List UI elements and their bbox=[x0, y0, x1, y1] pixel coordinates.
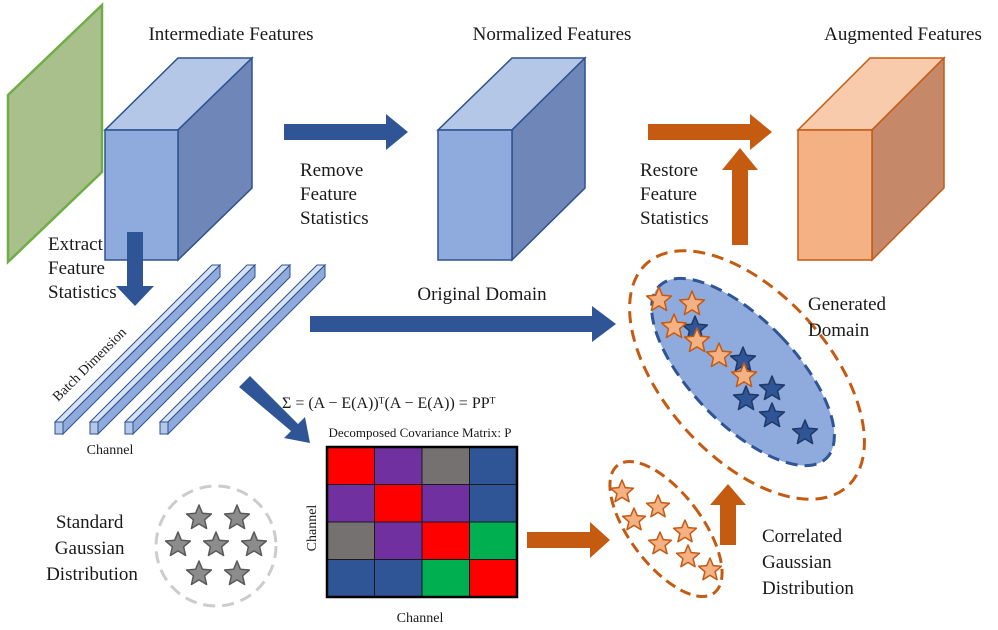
star-marker bbox=[758, 375, 786, 401]
augmented-features-cube bbox=[796, 56, 946, 262]
correlate-arrow bbox=[527, 522, 610, 558]
batch-bar-1 bbox=[53, 263, 222, 436]
matrix-cell bbox=[326, 484, 375, 523]
matrix-channel-x-label: Channel bbox=[397, 611, 444, 626]
original-domain-arrow bbox=[310, 306, 616, 342]
matrix-border bbox=[325, 445, 519, 599]
batch-bars bbox=[53, 263, 327, 436]
matrix-cell bbox=[469, 484, 518, 523]
decomposed-matrix-title: Decomposed Covariance Matrix: P bbox=[328, 425, 511, 440]
generated-domain-outer-ellipse bbox=[628, 249, 866, 501]
star-marker bbox=[185, 560, 213, 586]
star-marker bbox=[791, 419, 819, 445]
star-marker bbox=[675, 544, 701, 568]
star-marker bbox=[705, 342, 733, 368]
input-plane bbox=[6, 2, 104, 265]
star-marker bbox=[697, 557, 723, 581]
normalized-features-title: Normalized Features bbox=[473, 24, 632, 45]
star-marker bbox=[678, 290, 706, 316]
matrix-cell bbox=[469, 559, 518, 598]
matrix-cell bbox=[326, 559, 375, 598]
standard-gaussian-circle bbox=[154, 484, 278, 608]
channel-label: Channel bbox=[87, 443, 134, 458]
star-marker bbox=[672, 519, 698, 543]
star-marker bbox=[683, 327, 711, 353]
star-marker bbox=[621, 507, 647, 531]
star-marker bbox=[223, 560, 251, 586]
decompose-arrow bbox=[239, 376, 310, 443]
intermediate-features-cube bbox=[103, 56, 254, 262]
extract-statistics-arrow bbox=[116, 232, 154, 306]
generated-domain-label: Generated Domain bbox=[808, 294, 891, 341]
batch-bar-2 bbox=[88, 263, 257, 436]
matrix-cell bbox=[374, 484, 423, 523]
remove-statistics-arrow bbox=[284, 114, 408, 150]
correlated-gaussian-ellipse bbox=[608, 460, 724, 598]
augmented-features-title: Augmented Features bbox=[824, 24, 982, 45]
matrix-cell bbox=[421, 484, 470, 523]
star-marker bbox=[164, 531, 192, 557]
intermediate-features-title: Intermediate Features bbox=[148, 24, 313, 45]
correlated-gaussian-label: Correlated Gaussian Distribution bbox=[762, 526, 854, 599]
covariance-formula: Σ = (A − E(A))ᵀ(A − E(A)) = PPᵀ bbox=[282, 395, 496, 412]
matrix-cell bbox=[421, 521, 470, 560]
batch-bar-4 bbox=[158, 263, 327, 436]
correlated-gaussian-stars bbox=[609, 479, 723, 581]
normalized-features-cube bbox=[436, 56, 587, 262]
matrix-cell bbox=[326, 521, 375, 560]
star-marker bbox=[730, 362, 758, 388]
matrix-cell bbox=[374, 521, 423, 560]
star-marker bbox=[647, 531, 673, 555]
matrix-cell bbox=[374, 446, 423, 485]
star-marker bbox=[732, 385, 760, 411]
star-marker bbox=[645, 494, 671, 518]
batch-bar-3 bbox=[123, 263, 292, 436]
star-marker bbox=[645, 286, 673, 312]
matrix-cell bbox=[326, 446, 375, 485]
generate-arrow bbox=[710, 484, 746, 545]
standard-gaussian-stars bbox=[164, 504, 268, 586]
star-marker bbox=[240, 531, 268, 557]
matrix-cell bbox=[469, 446, 518, 485]
domain-stars bbox=[645, 286, 819, 445]
restore-statistics-label: Restore Feature Statistics bbox=[640, 160, 709, 229]
star-marker bbox=[609, 479, 635, 503]
upward-augment-arrow bbox=[722, 148, 758, 245]
star-marker bbox=[758, 402, 786, 428]
restore-statistics-arrow bbox=[648, 114, 772, 150]
remove-statistics-label: Remove Feature Statistics bbox=[300, 160, 369, 229]
star-marker bbox=[223, 504, 251, 530]
matrix-channel-y-label: Channel bbox=[305, 505, 320, 552]
standard-gaussian-label: Standard Gaussian Distribution bbox=[46, 512, 138, 585]
matrix-cell bbox=[374, 559, 423, 598]
star-marker bbox=[202, 531, 230, 557]
matrix-cell bbox=[469, 521, 518, 560]
original-domain-label: Original Domain bbox=[417, 284, 547, 305]
matrix-cell bbox=[421, 559, 470, 598]
extract-statistics-label: Extract Feature Statistics bbox=[48, 234, 117, 303]
star-marker bbox=[660, 313, 688, 339]
matrix-cell bbox=[421, 446, 470, 485]
star-marker bbox=[185, 504, 213, 530]
covariance-matrix bbox=[325, 445, 519, 599]
